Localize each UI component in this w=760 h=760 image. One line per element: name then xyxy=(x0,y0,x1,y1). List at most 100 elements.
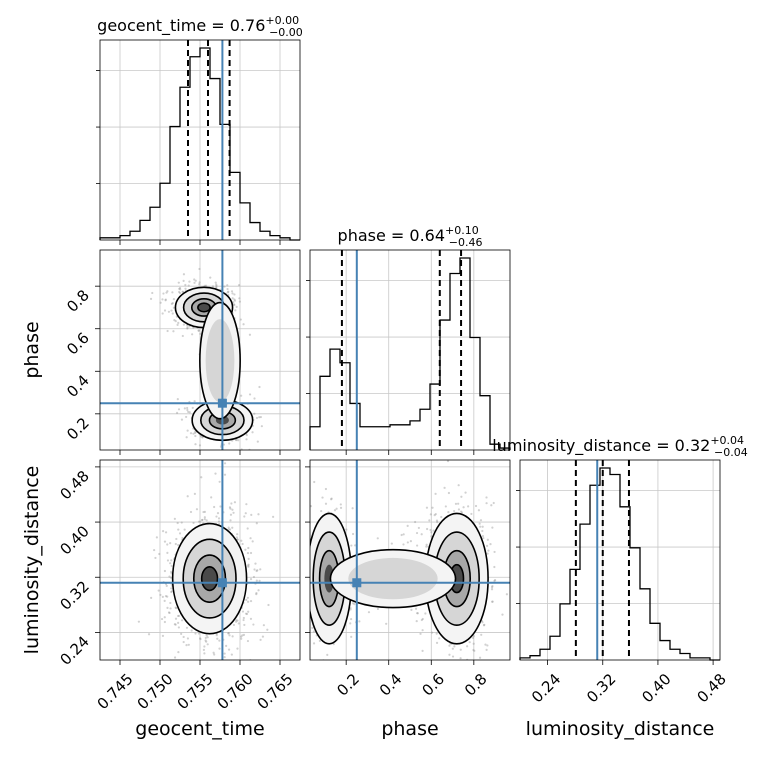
sample-point xyxy=(447,453,449,455)
sample-point xyxy=(160,617,164,621)
sample-point xyxy=(438,637,441,640)
sample-point xyxy=(173,517,176,520)
sample-point xyxy=(230,502,233,505)
sample-point xyxy=(183,528,186,531)
sample-point xyxy=(481,525,484,528)
sample-point xyxy=(203,516,206,519)
sample-point xyxy=(159,301,162,304)
sample-point xyxy=(255,593,258,596)
sample-point xyxy=(172,298,176,301)
sample-point xyxy=(204,639,207,642)
x-tick-label-geocent_time: 0.765 xyxy=(254,670,297,713)
sample-point xyxy=(180,619,184,622)
sample-point xyxy=(485,648,488,652)
sample-point xyxy=(198,281,201,284)
sample-point xyxy=(176,398,179,401)
sample-point xyxy=(223,652,226,655)
sample-point xyxy=(155,536,158,539)
sample-point xyxy=(409,539,412,543)
sample-point xyxy=(313,690,315,692)
sample-point xyxy=(193,492,196,495)
sample-point xyxy=(457,508,461,511)
sample-point xyxy=(237,622,240,625)
sample-point xyxy=(199,637,202,641)
sample-point xyxy=(171,301,174,305)
sample-point xyxy=(424,612,427,615)
sample-point xyxy=(272,515,275,518)
x-tick-label-geocent_time: 0.755 xyxy=(174,670,217,713)
sample-point xyxy=(174,606,177,609)
sample-point xyxy=(247,557,250,560)
sample-point xyxy=(181,334,184,338)
sample-point xyxy=(161,595,164,599)
sample-point xyxy=(305,587,307,589)
sample-point xyxy=(184,283,187,287)
sample-point xyxy=(229,513,233,516)
sample-point xyxy=(420,533,423,536)
sample-point xyxy=(175,537,178,541)
sample-point xyxy=(210,452,212,454)
sample-point xyxy=(479,525,482,528)
sample-point xyxy=(460,511,464,514)
sample-point xyxy=(434,492,437,495)
sample-point xyxy=(304,570,306,572)
sample-point xyxy=(247,610,250,613)
sample-point xyxy=(460,510,463,513)
sample-point xyxy=(421,629,424,632)
sample-point xyxy=(240,448,243,450)
sample-point xyxy=(306,508,308,510)
sample-point xyxy=(233,303,236,307)
sample-point xyxy=(350,635,353,638)
sample-point xyxy=(170,309,173,312)
sample-point xyxy=(166,543,169,546)
sample-point xyxy=(428,519,431,522)
sample-point xyxy=(212,651,215,654)
sample-point xyxy=(478,656,482,659)
sample-point xyxy=(169,601,172,605)
truth-marker xyxy=(217,578,227,588)
sample-point xyxy=(169,576,173,579)
sample-point xyxy=(253,397,256,400)
sample-point xyxy=(451,655,455,658)
histogram-luminosity_distance xyxy=(519,467,720,661)
sample-point xyxy=(232,623,236,627)
sample-point xyxy=(215,634,218,637)
sample-point xyxy=(482,624,486,627)
sample-point xyxy=(186,495,189,498)
sample-point xyxy=(248,393,252,396)
sample-point xyxy=(241,610,245,613)
sample-point xyxy=(505,593,508,596)
sample-point xyxy=(485,502,488,505)
sample-point xyxy=(180,521,183,524)
sample-point xyxy=(464,491,467,494)
sample-point xyxy=(217,520,221,523)
data-layer xyxy=(99,40,720,692)
sample-point xyxy=(228,528,232,531)
sample-point xyxy=(177,528,180,531)
sample-point xyxy=(351,602,355,605)
sample-point xyxy=(351,532,355,536)
sample-point xyxy=(433,513,436,517)
sample-point xyxy=(255,522,258,525)
sample-point xyxy=(253,568,256,571)
sample-point xyxy=(177,321,180,324)
sample-point xyxy=(353,602,356,606)
sample-point xyxy=(166,329,169,333)
sample-point xyxy=(199,520,202,523)
sample-point xyxy=(435,641,439,644)
sample-point xyxy=(170,590,173,593)
sample-point xyxy=(493,579,496,582)
sample-point xyxy=(201,518,204,522)
sample-point xyxy=(209,276,212,279)
sample-point xyxy=(230,290,234,293)
sample-point xyxy=(259,638,262,641)
sample-point xyxy=(173,318,176,322)
sample-point xyxy=(194,279,197,282)
sample-point xyxy=(177,614,181,617)
sample-point xyxy=(174,320,177,323)
sample-point xyxy=(194,443,197,446)
sample-point xyxy=(223,462,227,465)
sample-point xyxy=(163,616,166,619)
sample-point xyxy=(151,291,154,295)
sample-point xyxy=(158,552,161,556)
